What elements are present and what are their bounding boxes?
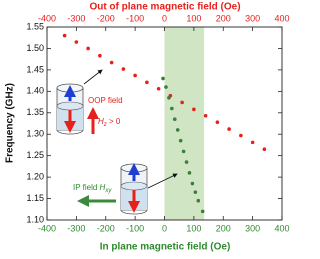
ip-icon [77, 163, 178, 215]
chart: Out of plane magnetic field (Oe) In plan… [5, 2, 290, 253]
y-tick-label: 1.20 [26, 171, 44, 181]
x2-tick-label: 100 [186, 13, 201, 23]
x2-tick-label: 400 [274, 13, 289, 23]
data-point [164, 85, 168, 89]
data-point [156, 86, 161, 91]
y-tick-label: 1.35 [26, 107, 44, 117]
data-point [109, 60, 114, 65]
data-point [250, 140, 255, 145]
x2-tick-label: 200 [216, 13, 231, 23]
hz-subscript: z [103, 122, 107, 128]
x2-tick-label: -300 [67, 13, 85, 23]
y-axis-title: Frequency (GHz) [5, 83, 16, 163]
data-point [227, 127, 231, 131]
x-tick-label: -300 [67, 223, 85, 233]
oop-icon [56, 69, 103, 135]
data-point [98, 53, 102, 58]
data-point [190, 181, 195, 186]
hz-suffix: > 0 [107, 117, 121, 126]
data-point [172, 117, 177, 122]
data-point [62, 33, 67, 38]
y-tick-label: 1.40 [26, 86, 44, 96]
data-point [74, 40, 79, 44]
x-tick-label: -200 [97, 223, 115, 233]
x-tick-label: 200 [216, 223, 231, 233]
y-tick-label: 1.25 [26, 150, 44, 160]
data-point [175, 128, 180, 132]
ip-label: IP field Hxy [73, 183, 112, 193]
x-tick-label: -100 [126, 223, 144, 233]
data-point [178, 138, 183, 143]
data-point [262, 147, 267, 152]
x2-tick-label: -200 [97, 13, 115, 23]
data-point [187, 171, 192, 175]
data-point [180, 100, 184, 105]
icons [56, 69, 178, 215]
x-tick-label: 0 [162, 223, 167, 233]
data-point [193, 190, 198, 194]
x2-tick-label: -100 [126, 13, 144, 23]
data-point [215, 120, 220, 125]
data-point [121, 67, 126, 71]
ip-symbol: H [100, 183, 106, 192]
data-point [192, 107, 196, 112]
x2-tick-label: 0 [162, 13, 167, 23]
x-tick-label: 300 [245, 223, 260, 233]
data-point [167, 95, 171, 100]
shaded-region [164, 27, 205, 220]
x2-tick-label: 300 [245, 13, 260, 23]
ip-text: IP field [73, 183, 100, 192]
y-tick-label: 1.30 [26, 129, 44, 139]
data-point [133, 73, 137, 78]
top-axis-title: Out of plane magnetic field (Oe) [89, 2, 240, 13]
data-point [145, 80, 149, 85]
data-point [86, 46, 90, 51]
data-point [203, 113, 208, 118]
bottom-axis-title: In plane magnetic field (Oe) [100, 242, 231, 253]
hz-symbol: H [98, 117, 104, 126]
x2-tick-label: -400 [38, 13, 56, 23]
y-tick-label: 1.10 [26, 214, 44, 224]
hz-label: Hz > 0 [98, 117, 121, 127]
y-tick-label: 1.55 [26, 21, 44, 31]
data-point [161, 76, 165, 81]
data-point [184, 160, 189, 164]
y-tick-label: 1.45 [26, 64, 44, 74]
data-point [239, 133, 243, 138]
x-tick-label: -400 [38, 223, 56, 233]
y-tick-label: 1.15 [26, 193, 44, 203]
plot-background [164, 27, 205, 220]
data-point [200, 209, 205, 214]
x-tick-label: 400 [274, 223, 289, 233]
oop-label: OOP field [88, 96, 123, 105]
y-tick-label: 1.50 [26, 43, 44, 53]
x-tick-label: 100 [186, 223, 201, 233]
data-point [170, 106, 174, 111]
data-point [181, 149, 186, 154]
plot-marks [62, 33, 267, 214]
ip-subscript: xy [104, 188, 112, 194]
data-point [196, 198, 201, 203]
